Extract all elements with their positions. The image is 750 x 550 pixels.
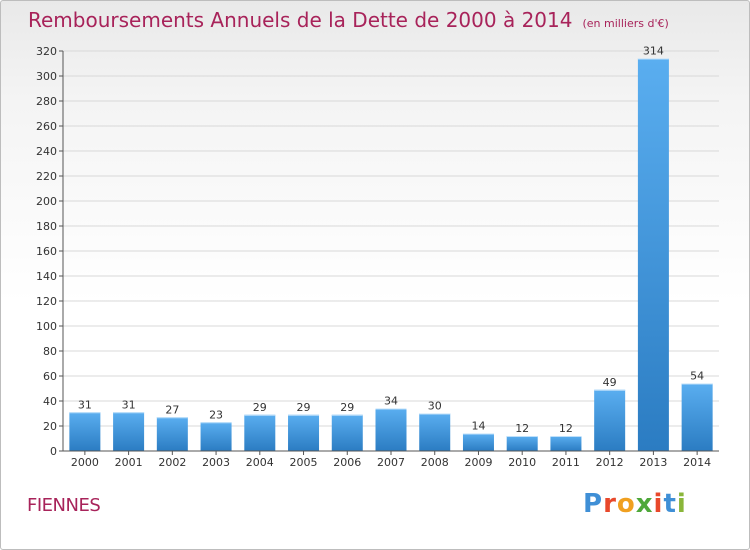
y-tick-label: 280 <box>36 95 57 108</box>
bar-value-label: 49 <box>603 376 617 389</box>
y-tick-label: 300 <box>36 70 57 83</box>
bar-value-label: 31 <box>78 398 92 411</box>
bar-value-label: 23 <box>209 408 223 421</box>
x-tick-label: 2010 <box>508 456 536 469</box>
bar <box>637 58 669 451</box>
bar-value-label: 54 <box>690 370 704 383</box>
bar <box>288 414 320 451</box>
bar <box>69 412 101 451</box>
x-tick-label: 2001 <box>115 456 143 469</box>
x-tick-label: 2005 <box>290 456 318 469</box>
x-tick-label: 2004 <box>246 456 274 469</box>
y-tick-label: 320 <box>36 45 57 58</box>
bar <box>113 412 145 451</box>
x-tick-label: 2012 <box>596 456 624 469</box>
bar <box>331 414 363 451</box>
bar <box>594 389 626 451</box>
y-tick-label: 180 <box>36 220 57 233</box>
x-tick-label: 2008 <box>421 456 449 469</box>
bar-value-label: 29 <box>340 401 354 414</box>
y-tick-label: 20 <box>43 420 57 433</box>
x-tick-label: 2002 <box>158 456 186 469</box>
bar-value-label: 31 <box>122 398 136 411</box>
chart-title: Remboursements Annuels de la Dette de 20… <box>28 8 669 32</box>
y-tick-label: 80 <box>43 345 57 358</box>
chart-unit: (en milliers d'€) <box>582 17 669 30</box>
chart-title-text: Remboursements Annuels de la Dette de 20… <box>28 8 573 32</box>
x-tick-label: 2009 <box>464 456 492 469</box>
y-tick-label: 200 <box>36 195 57 208</box>
x-tick-label: 2014 <box>683 456 711 469</box>
bar-value-label: 27 <box>165 403 179 416</box>
x-tick-label: 2007 <box>377 456 405 469</box>
bar-value-label: 30 <box>428 400 442 413</box>
y-tick-label: 120 <box>36 295 57 308</box>
bar <box>200 422 232 451</box>
x-tick-label: 2003 <box>202 456 230 469</box>
y-tick-label: 140 <box>36 270 57 283</box>
bar-value-label: 314 <box>643 45 664 58</box>
y-tick-label: 220 <box>36 170 57 183</box>
bar-value-label: 12 <box>515 422 529 435</box>
bar-value-label: 29 <box>297 401 311 414</box>
y-tick-label: 240 <box>36 145 57 158</box>
x-tick-label: 2011 <box>552 456 580 469</box>
proxiti-logo: Proxiti <box>583 489 687 519</box>
x-tick-label: 2013 <box>639 456 667 469</box>
y-tick-label: 60 <box>43 370 57 383</box>
bar-value-label: 29 <box>253 401 267 414</box>
bar <box>156 417 188 451</box>
bar-value-label: 34 <box>384 395 398 408</box>
bar <box>375 408 407 451</box>
bar-value-label: 12 <box>559 422 573 435</box>
y-tick-label: 0 <box>50 445 57 458</box>
y-tick-label: 40 <box>43 395 57 408</box>
bar <box>244 414 276 451</box>
x-tick-label: 2000 <box>71 456 99 469</box>
y-tick-label: 260 <box>36 120 57 133</box>
bar <box>550 436 582 451</box>
bar <box>681 383 713 451</box>
bar <box>419 413 451 451</box>
y-tick-label: 160 <box>36 245 57 258</box>
bar <box>506 436 538 451</box>
place-name: FIENNES <box>27 495 101 516</box>
y-tick-label: 100 <box>36 320 57 333</box>
bar <box>462 433 494 451</box>
bar-value-label: 14 <box>471 420 485 433</box>
x-tick-label: 2006 <box>333 456 361 469</box>
